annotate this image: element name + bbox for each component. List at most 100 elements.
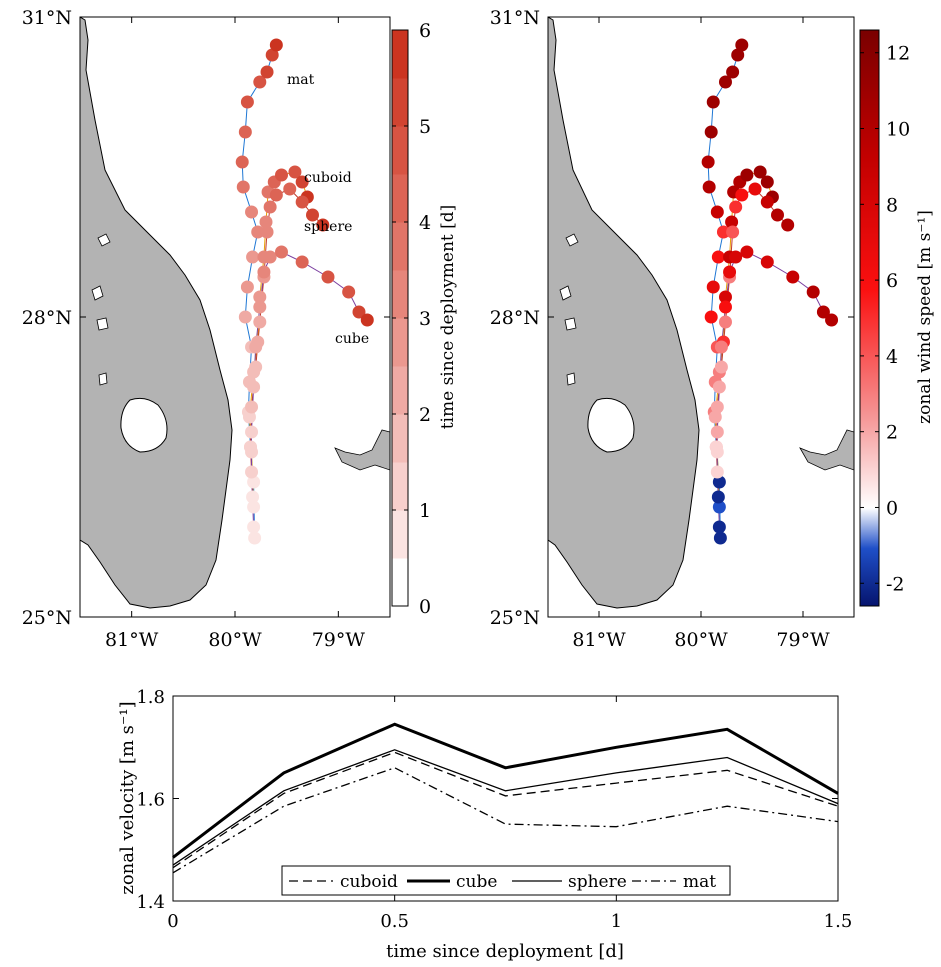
marker-mat [236, 180, 250, 194]
marker-cube [247, 380, 261, 394]
florida-landmass [548, 17, 700, 609]
marker-sphere [245, 400, 259, 414]
marker-sphere [263, 200, 277, 214]
marker-mat [712, 475, 726, 489]
legend-label-cube: cube [456, 872, 497, 892]
marker-cube [714, 340, 728, 354]
marker-sphere [726, 225, 740, 239]
island [97, 233, 111, 247]
marker-mat [735, 38, 749, 52]
marker-mat [253, 75, 267, 89]
marker-cube [816, 305, 830, 319]
x-tick-label: 80°W [674, 629, 728, 651]
colorbar-tick-label: 2 [886, 422, 898, 444]
time-markers [235, 38, 374, 545]
x-tick-label: 81°W [572, 629, 626, 651]
marker-mat [716, 225, 730, 239]
series-line-sphere [172, 749, 839, 866]
marker-sphere [709, 440, 723, 454]
marker-cuboid [253, 290, 267, 304]
colorbar-tick-label: 12 [886, 43, 910, 65]
marker-mat [713, 531, 727, 545]
marker-mat [235, 155, 249, 169]
marker-cuboid [275, 168, 288, 182]
colorbar-tick-label: 4 [886, 346, 898, 368]
label-cube: cube [335, 331, 369, 347]
y-axis-label: zonal velocity [m s⁻¹] [117, 701, 138, 894]
marker-cuboid [718, 290, 732, 304]
colorbar-label-wind: zonal wind speed [m s⁻¹] [915, 210, 935, 424]
marker-sphere [718, 315, 732, 329]
colorbar-level [392, 78, 408, 127]
marker-cube [263, 250, 277, 264]
marker-sphere [748, 182, 762, 196]
marker-cube [245, 425, 259, 439]
marker-sphere [283, 182, 297, 196]
marker-cuboid [760, 175, 774, 189]
marker-cuboid [242, 410, 256, 424]
marker-sphere [729, 200, 743, 214]
y-tick-label: 1.6 [136, 790, 165, 811]
colorbar-gradient [859, 29, 880, 607]
marker-cube [245, 465, 259, 479]
island [559, 285, 572, 301]
colorbar-tick-label: 5 [419, 116, 431, 138]
marker-cuboid [708, 410, 722, 424]
legend-label-mat: mat [683, 872, 716, 892]
island [96, 317, 109, 331]
marker-cube [321, 270, 335, 284]
map-panel-time: 81°W 80°W 79°W 31°N 28°N 25°N mat cuboid sphe… [22, 7, 391, 651]
marker-sphere [711, 490, 725, 504]
colorbar-tick-label: 0 [419, 596, 431, 618]
legend-label-sphere: sphere [568, 872, 627, 892]
marker-mat [265, 48, 279, 62]
label-cuboid: cuboid [304, 170, 352, 186]
marker-cube [825, 313, 839, 327]
marker-sphere [781, 218, 795, 232]
marker-mat [240, 280, 254, 294]
marker-cuboid [247, 500, 261, 514]
marker-sphere [260, 225, 274, 239]
marker-cube [257, 265, 271, 279]
marker-sphere [710, 400, 724, 414]
colorbar-level [392, 414, 408, 463]
y-tick-label: 1.8 [136, 687, 165, 708]
colorbar-tick-label: 10 [886, 119, 910, 141]
marker-sphere [246, 490, 260, 504]
y-tick-label: 25°N [22, 607, 72, 629]
marker-cuboid [740, 168, 754, 182]
colorbar-level [392, 318, 408, 367]
marker-cube [249, 340, 263, 354]
marker-cube [712, 380, 726, 394]
series-line-mat [172, 767, 839, 874]
marker-mat [701, 155, 715, 169]
marker-mat [238, 310, 252, 324]
x-tick-label: 0.5 [380, 911, 409, 932]
marker-sphere [771, 208, 784, 222]
marker-cuboid [288, 165, 302, 179]
marker-cuboid [259, 215, 273, 229]
marker-mat [726, 65, 740, 79]
marker-mat [731, 48, 745, 62]
colorbar-wind: -2 0 2 4 6 8 10 12 [859, 29, 910, 607]
colorbar-level [392, 462, 408, 511]
x-tick-label: 80°W [208, 629, 262, 651]
marker-cube [710, 425, 724, 439]
island [91, 285, 104, 301]
marker-cube [275, 245, 288, 259]
marker-mat [238, 125, 252, 139]
marker-mat [718, 75, 732, 89]
marker-sphere [760, 195, 774, 209]
marker-mat [704, 310, 718, 324]
marker-cube [295, 255, 309, 269]
label-sphere: sphere [304, 219, 352, 235]
colorbar-tick-label: 1 [419, 500, 431, 522]
colorbar-tick-label: -2 [886, 573, 905, 595]
island [98, 372, 108, 386]
colorbar-label-time: time since deployment [d] [438, 205, 458, 430]
marker-cuboid [712, 500, 726, 514]
colorbar-tick-label: 2 [419, 404, 431, 426]
marker-cube [729, 250, 743, 264]
marker-cube [360, 313, 374, 327]
island [565, 233, 579, 247]
